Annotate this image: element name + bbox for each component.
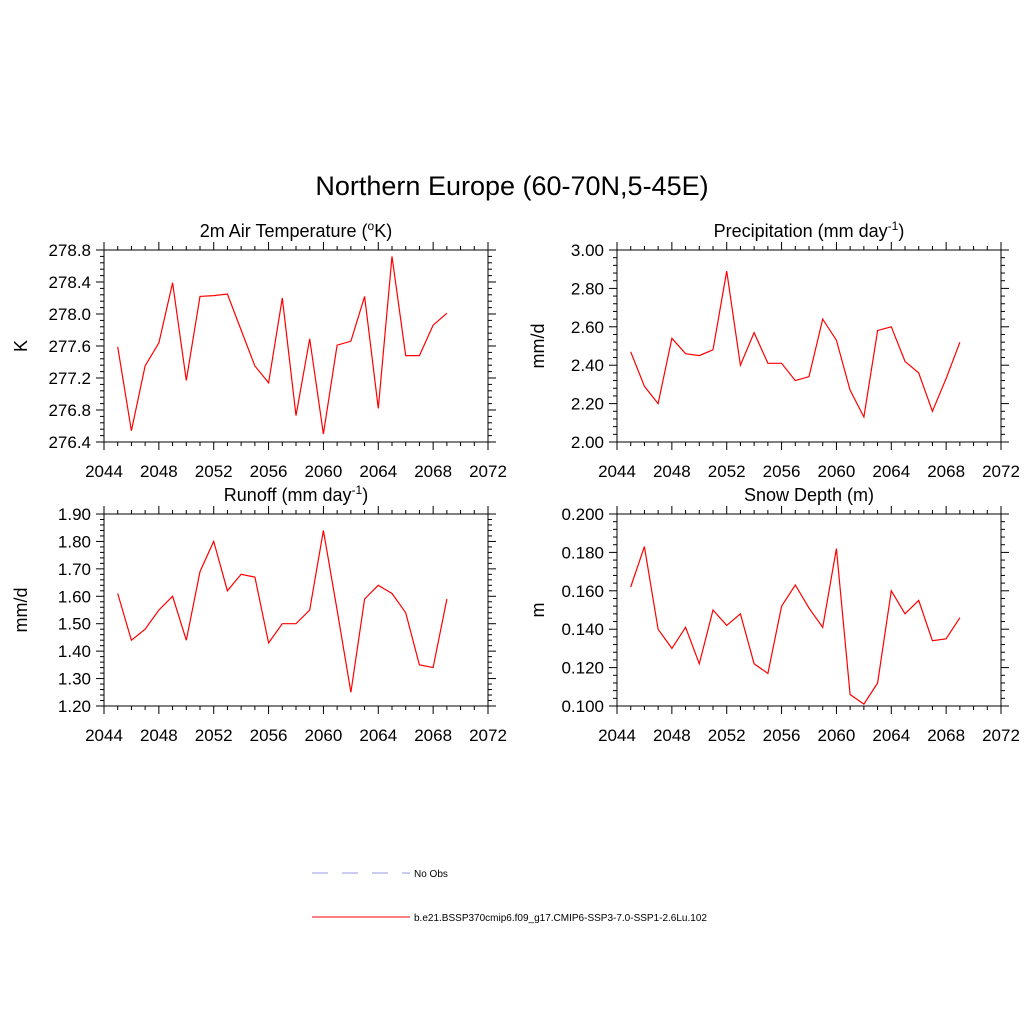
x-tick-label: 2068: [414, 726, 452, 745]
y-tick-label: 276.4: [48, 433, 91, 452]
chart-panel-0: 2044 2048 2052 2056 2060 2064 2068 2072 276.4 276…: [11, 219, 507, 481]
y-tick-label: 0.120: [561, 659, 604, 678]
x-tick-label: 2060: [818, 726, 856, 745]
y-tick-label: 1.90: [58, 505, 91, 524]
y-tick-label: 0.140: [561, 620, 604, 639]
x-tick-label: 2044: [85, 462, 123, 481]
x-tick-label: 2060: [305, 462, 343, 481]
y-tick-label: 1.20: [58, 697, 91, 716]
x-tick-label: 2064: [872, 726, 910, 745]
x-tick-label: 2064: [872, 462, 910, 481]
x-tick-label: 2072: [469, 462, 507, 481]
y-tick-label: 1.60: [58, 587, 91, 606]
y-tick-label: 277.6: [48, 337, 91, 356]
x-tick-label: 2056: [250, 462, 288, 481]
x-tick-label: 2048: [653, 726, 691, 745]
y-tick-label: 2.80: [571, 279, 604, 298]
y-axis-label: mm/d: [528, 324, 548, 369]
y-tick-label: 2.60: [571, 318, 604, 337]
legend: No Obs b.e21.BSSP370cmip6.f09_g17.CMIP6-…: [312, 869, 707, 924]
y-tick-label: 277.2: [48, 369, 91, 388]
x-tick-label: 2052: [195, 726, 233, 745]
plot-frame: [616, 513, 1002, 707]
x-tick-label: 2068: [927, 726, 965, 745]
x-tick-label: 2072: [469, 726, 507, 745]
panel-title: Precipitation (mm day-1): [714, 219, 905, 241]
chart-panel-3: 2044 2048 2052 2056 2060 2064 2068 2072 0.100 0.1…: [528, 485, 1020, 745]
x-tick-label: 2052: [708, 462, 746, 481]
y-tick-label: 278.8: [48, 241, 91, 260]
x-tick-label: 2056: [763, 462, 801, 481]
y-tick-label: 1.40: [58, 642, 91, 661]
y-axis-label: m: [528, 603, 548, 618]
x-tick-label: 2052: [195, 462, 233, 481]
x-tick-label: 2072: [982, 462, 1020, 481]
y-tick-label: 1.50: [58, 615, 91, 634]
y-axis-label: mm/d: [11, 588, 31, 633]
y-tick-label: 0.200: [561, 505, 604, 524]
y-axis-label: K: [11, 340, 31, 352]
chart-panel-1: 2044 2048 2052 2056 2060 2064 2068 2072 2.00 2.20…: [528, 219, 1020, 481]
y-tick-label: 276.8: [48, 401, 91, 420]
x-tick-label: 2048: [140, 726, 178, 745]
x-tick-label: 2060: [818, 462, 856, 481]
x-tick-label: 2052: [708, 726, 746, 745]
x-tick-label: 2072: [982, 726, 1020, 745]
series-line-0: [630, 270, 961, 419]
x-tick-label: 2044: [85, 726, 123, 745]
x-tick-label: 2048: [653, 462, 691, 481]
legend-label-model-run: b.e21.BSSP370cmip6.f09_g17.CMIP6-SSP3-7.…: [414, 913, 707, 924]
series-line-0: [117, 256, 448, 435]
y-tick-label: 2.40: [571, 356, 604, 375]
panel-title: 2m Air Temperature (oK): [200, 219, 392, 241]
x-tick-label: 2060: [305, 726, 343, 745]
legend-label-no-obs: No Obs: [414, 869, 448, 880]
panel-title: Snow Depth (m): [744, 485, 874, 505]
y-tick-label: 2.20: [571, 395, 604, 414]
y-tick-label: 0.100: [561, 697, 604, 716]
x-tick-label: 2056: [250, 726, 288, 745]
series-line-0: [630, 546, 961, 705]
x-tick-label: 2068: [414, 462, 452, 481]
y-tick-label: 1.80: [58, 532, 91, 551]
plot-frame: [103, 513, 489, 707]
y-tick-label: 1.30: [58, 670, 91, 689]
x-tick-label: 2064: [359, 462, 397, 481]
y-tick-label: 1.70: [58, 560, 91, 579]
x-tick-label: 2044: [598, 462, 636, 481]
y-tick-label: 278.4: [48, 273, 91, 292]
x-tick-label: 2068: [927, 462, 965, 481]
x-tick-label: 2044: [598, 726, 636, 745]
y-tick-label: 278.0: [48, 305, 91, 324]
panel-title: Runoff (mm day-1): [224, 483, 368, 505]
y-tick-label: 0.180: [561, 543, 604, 562]
x-tick-label: 2056: [763, 726, 801, 745]
plot-frame: [616, 249, 1002, 443]
chart-panel-2: 2044 2048 2052 2056 2060 2064 2068 2072 1.20 1.30…: [11, 483, 507, 745]
figure-title: Northern Europe (60-70N,5-45E): [315, 171, 708, 201]
y-tick-label: 2.00: [571, 433, 604, 452]
y-tick-label: 3.00: [571, 241, 604, 260]
x-tick-label: 2048: [140, 462, 178, 481]
y-tick-label: 0.160: [561, 582, 604, 601]
series-line-0: [117, 530, 448, 693]
x-tick-label: 2064: [359, 726, 397, 745]
